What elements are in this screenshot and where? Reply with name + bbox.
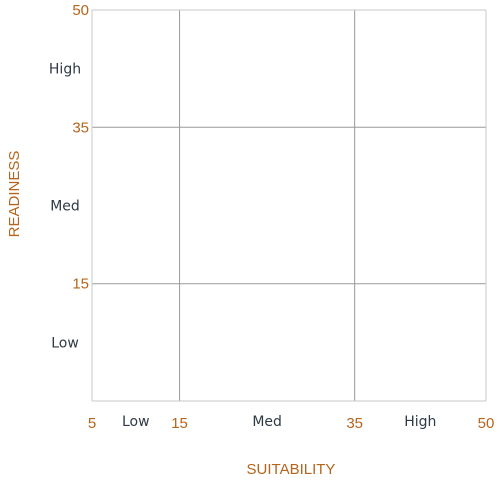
- x-band-label-high: High: [404, 414, 436, 430]
- y-tick-label-15: 15: [72, 276, 89, 293]
- y-axis-title: READINESS: [6, 151, 23, 238]
- y-tick-label-35: 35: [72, 119, 89, 136]
- y-band-label-low: Low: [51, 335, 79, 351]
- y-tick-labels: 15 35 50: [72, 2, 89, 293]
- plot-frame: [91, 9, 487, 402]
- grid-layer: [92, 10, 486, 401]
- x-band-label-med: Med: [252, 414, 282, 430]
- x-tick-label-50: 50: [478, 415, 495, 432]
- x-tick-label-35: 35: [346, 415, 363, 432]
- x-tick-label-15: 15: [171, 415, 188, 432]
- y-band-label-high: High: [49, 62, 81, 78]
- x-axis-title: SUITABILITY: [247, 461, 336, 478]
- x-tick-labels: 5 15 35 50: [88, 415, 495, 432]
- band-labels: Low Med High Low Med High: [49, 62, 437, 430]
- y-band-label-med: Med: [50, 199, 80, 215]
- x-band-label-low: Low: [122, 414, 150, 430]
- x-tick-label-5: 5: [88, 415, 96, 432]
- y-tick-label-50: 50: [72, 2, 89, 19]
